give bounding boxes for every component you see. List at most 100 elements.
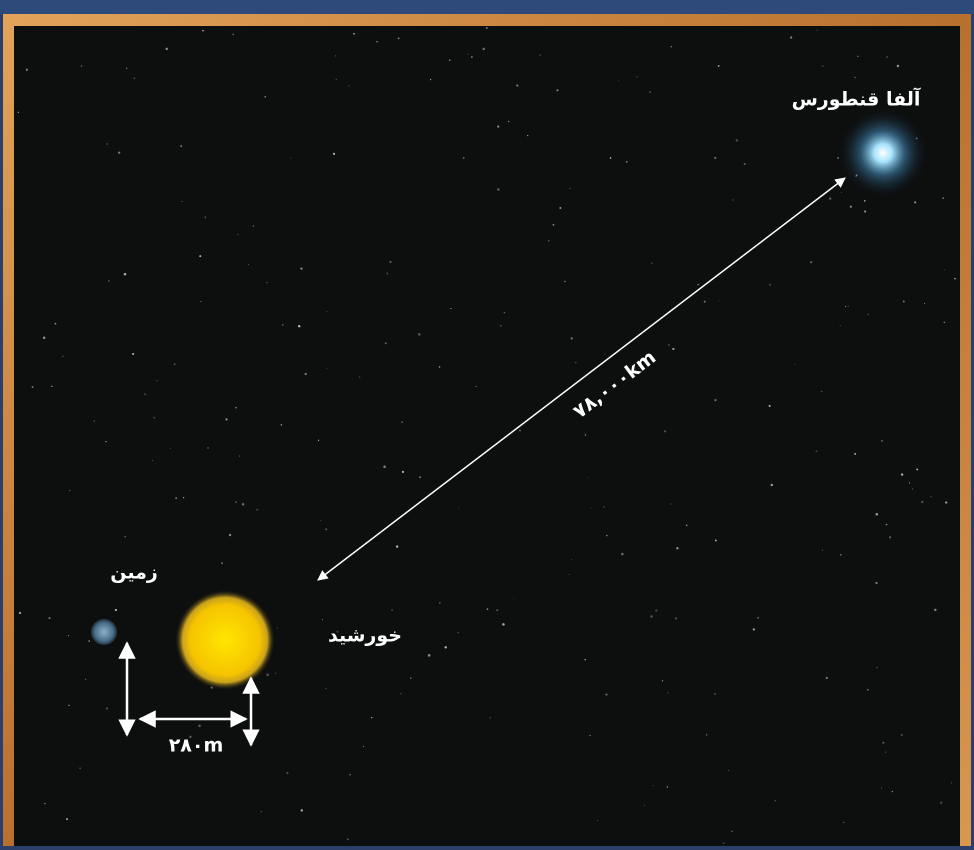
star bbox=[728, 770, 729, 771]
star bbox=[881, 440, 883, 442]
star bbox=[644, 805, 645, 806]
star bbox=[19, 612, 21, 614]
star bbox=[626, 161, 627, 162]
alpha-centauri bbox=[838, 108, 928, 198]
star bbox=[105, 441, 106, 442]
star bbox=[816, 30, 817, 31]
star bbox=[540, 55, 541, 56]
star bbox=[587, 477, 588, 478]
star bbox=[940, 801, 942, 803]
star bbox=[848, 306, 849, 307]
star bbox=[256, 509, 258, 511]
star bbox=[744, 163, 746, 165]
star bbox=[444, 646, 446, 648]
star bbox=[51, 386, 52, 387]
star bbox=[124, 536, 126, 538]
star bbox=[300, 268, 302, 270]
star bbox=[585, 434, 586, 435]
near-distance-label: ۲۸۰m bbox=[169, 735, 224, 757]
star bbox=[575, 362, 576, 363]
star bbox=[298, 325, 300, 327]
star bbox=[88, 640, 90, 642]
star bbox=[876, 667, 877, 668]
star bbox=[675, 617, 677, 619]
star bbox=[945, 501, 947, 503]
star bbox=[719, 300, 720, 301]
star bbox=[275, 673, 276, 674]
star bbox=[868, 314, 870, 316]
star bbox=[428, 654, 431, 657]
star bbox=[349, 774, 350, 775]
star bbox=[69, 490, 70, 491]
star bbox=[115, 609, 117, 611]
star bbox=[463, 157, 465, 159]
star bbox=[942, 197, 944, 199]
page: آلفا قنطورس زمین خورشید ۷۸,۰۰۰km ۲۸۰m ((… bbox=[0, 0, 974, 846]
star bbox=[126, 68, 127, 69]
star bbox=[198, 724, 201, 727]
star bbox=[714, 157, 716, 159]
star bbox=[483, 48, 486, 51]
star bbox=[504, 312, 506, 314]
star bbox=[753, 628, 755, 630]
star bbox=[264, 96, 266, 98]
star bbox=[154, 417, 155, 418]
star bbox=[951, 783, 952, 784]
star bbox=[757, 617, 758, 618]
star bbox=[604, 354, 605, 355]
star bbox=[714, 399, 716, 401]
star bbox=[670, 503, 671, 504]
star bbox=[637, 76, 638, 77]
star bbox=[876, 513, 879, 516]
star bbox=[857, 56, 858, 57]
earth-label: زمین bbox=[110, 562, 158, 584]
star bbox=[32, 386, 34, 388]
star bbox=[290, 158, 291, 159]
star bbox=[668, 344, 670, 346]
star bbox=[662, 680, 663, 681]
star bbox=[667, 692, 669, 694]
star bbox=[156, 380, 157, 381]
star bbox=[235, 501, 236, 502]
star bbox=[391, 609, 392, 610]
star bbox=[207, 447, 208, 448]
star bbox=[266, 282, 267, 283]
star bbox=[843, 822, 844, 823]
star bbox=[301, 809, 303, 811]
star bbox=[886, 524, 888, 526]
star bbox=[732, 199, 733, 200]
star bbox=[68, 705, 69, 706]
star bbox=[903, 301, 905, 303]
illustration: آلفا قنطورس زمین خورشید ۷۸,۰۰۰km ۲۸۰m bbox=[0, 0, 974, 846]
star bbox=[571, 559, 572, 560]
star bbox=[489, 717, 490, 718]
star bbox=[826, 677, 828, 679]
star bbox=[909, 482, 910, 483]
star bbox=[829, 197, 831, 199]
star bbox=[335, 55, 336, 56]
star bbox=[419, 476, 421, 478]
star bbox=[359, 376, 361, 378]
star bbox=[85, 679, 86, 680]
star bbox=[253, 225, 254, 226]
star bbox=[885, 751, 886, 752]
star bbox=[513, 598, 514, 599]
star bbox=[584, 659, 586, 661]
star bbox=[670, 46, 672, 48]
star bbox=[325, 688, 326, 689]
star bbox=[401, 421, 402, 422]
star bbox=[106, 707, 109, 710]
star bbox=[242, 503, 245, 506]
star bbox=[181, 201, 182, 202]
star bbox=[502, 623, 505, 626]
star bbox=[376, 41, 377, 42]
star bbox=[232, 34, 234, 36]
star bbox=[723, 842, 725, 844]
star bbox=[282, 324, 283, 325]
top-strip bbox=[0, 0, 974, 14]
star bbox=[79, 768, 80, 769]
star bbox=[235, 407, 236, 408]
star bbox=[889, 536, 891, 538]
star bbox=[106, 143, 108, 145]
star bbox=[500, 325, 502, 327]
